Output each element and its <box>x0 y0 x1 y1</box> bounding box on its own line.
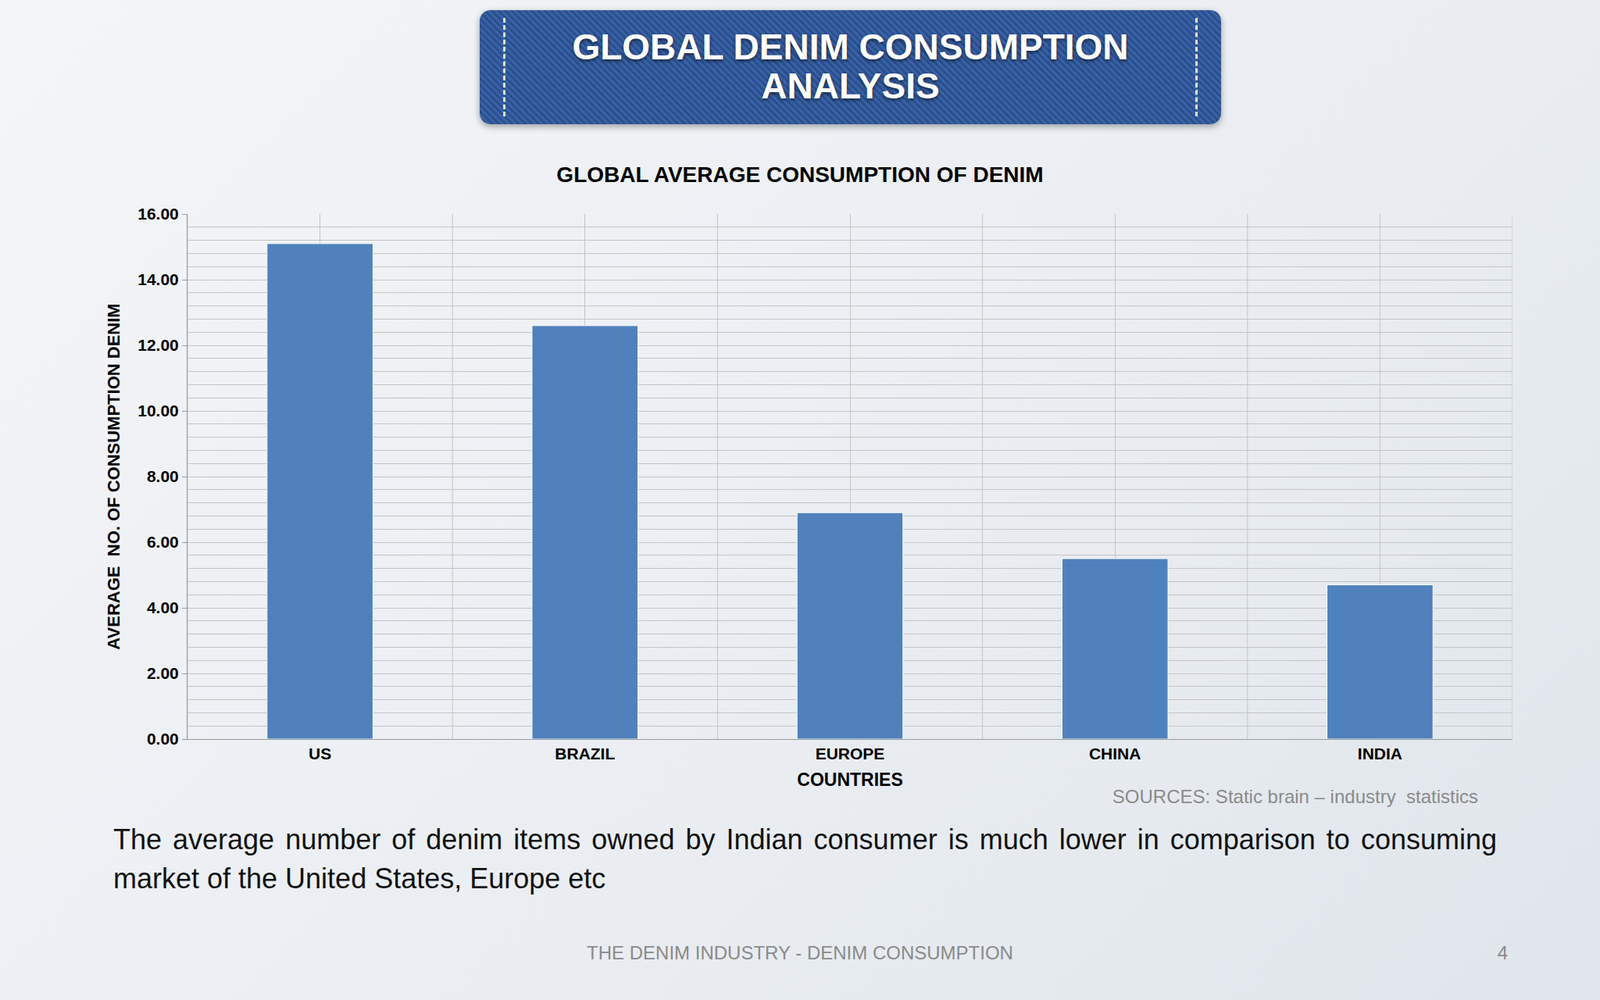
html-text:The average number of denim it: The average number of denim items owned … <box>113 823 1497 895</box>
svg-text:BRAZIL: BRAZIL <box>554 744 615 763</box>
svg-text:CHINA: CHINA <box>1089 744 1142 763</box>
svg-text:GLOBAL AVERAGE CONSUMPTION OF: GLOBAL AVERAGE CONSUMPTION OF DENIM <box>556 162 1043 187</box>
svg-text:10.00: 10.00 <box>137 401 179 420</box>
svg-text:COUNTRIES: COUNTRIES <box>796 769 903 790</box>
svg-text:0.00: 0.00 <box>146 729 179 748</box>
html-text:4: 4 <box>1497 942 1508 964</box>
html-text:SOURCES: Static brain – indust: SOURCES: Static brain – industry statist… <box>1112 785 1479 808</box>
svg-text:6.00: 6.00 <box>146 532 179 551</box>
svg-text:US: US <box>308 744 332 763</box>
html-text:THE DENIM INDUSTRY - DENIM CON: THE DENIM INDUSTRY - DENIM CONSUMPTION <box>586 942 1014 964</box>
svg-text:INDIA: INDIA <box>1357 744 1403 763</box>
svg-text:4.00: 4.00 <box>146 598 179 617</box>
svg-text:EUROPE: EUROPE <box>815 744 886 763</box>
svg-text:14.00: 14.00 <box>137 270 179 289</box>
svg-text:12.00: 12.00 <box>137 335 179 354</box>
svg-text:8.00: 8.00 <box>146 467 179 486</box>
svg-text:2.00: 2.00 <box>146 664 179 683</box>
html-text:GLOBAL DENIM CONSUMPTION ANALY: GLOBAL DENIM CONSUMPTION ANALYSIS <box>572 26 1129 107</box>
svg-text:AVERAGE NO. OF CONSUMPTION DE: AVERAGE NO. OF CONSUMPTION DENIM <box>103 303 124 650</box>
svg-text:16.00: 16.00 <box>137 204 179 223</box>
